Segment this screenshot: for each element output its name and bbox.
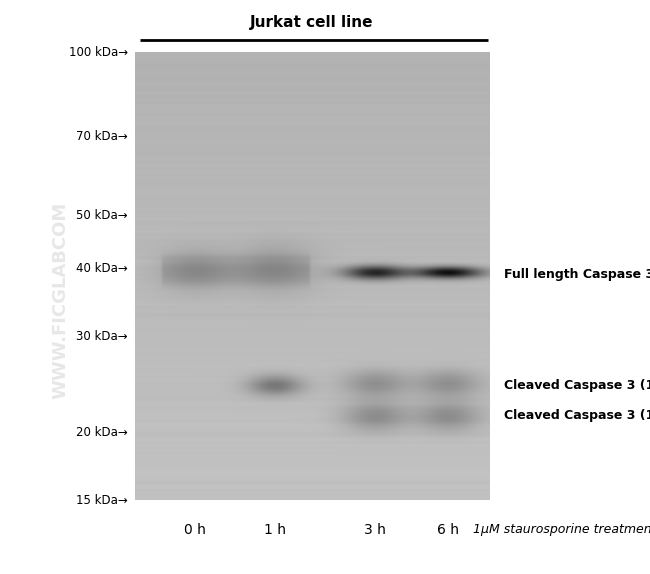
Text: WWW.FICGLABCOM: WWW.FICGLABCOM bbox=[51, 201, 69, 398]
Text: 40 kDa→: 40 kDa→ bbox=[76, 262, 128, 275]
Text: 15 kDa→: 15 kDa→ bbox=[76, 494, 128, 506]
Text: Jurkat cell line: Jurkat cell line bbox=[250, 14, 374, 29]
Text: Cleaved Caspase 3 (19 kDa): Cleaved Caspase 3 (19 kDa) bbox=[504, 378, 650, 391]
Text: Full length Caspase 3 (32 kDa): Full length Caspase 3 (32 kDa) bbox=[504, 269, 650, 281]
Text: Cleaved Caspase 3 (17 kDa): Cleaved Caspase 3 (17 kDa) bbox=[504, 409, 650, 421]
Text: 20 kDa→: 20 kDa→ bbox=[76, 425, 128, 439]
Text: 1μM staurosporine treatment: 1μM staurosporine treatment bbox=[473, 523, 650, 537]
Text: 6 h: 6 h bbox=[437, 523, 459, 537]
Text: 70 kDa→: 70 kDa→ bbox=[76, 130, 128, 143]
Text: 50 kDa→: 50 kDa→ bbox=[77, 209, 128, 222]
Text: 0 h: 0 h bbox=[184, 523, 206, 537]
Text: 3 h: 3 h bbox=[364, 523, 386, 537]
Text: 100 kDa→: 100 kDa→ bbox=[69, 45, 128, 59]
Text: 30 kDa→: 30 kDa→ bbox=[77, 330, 128, 343]
Text: 1 h: 1 h bbox=[264, 523, 286, 537]
